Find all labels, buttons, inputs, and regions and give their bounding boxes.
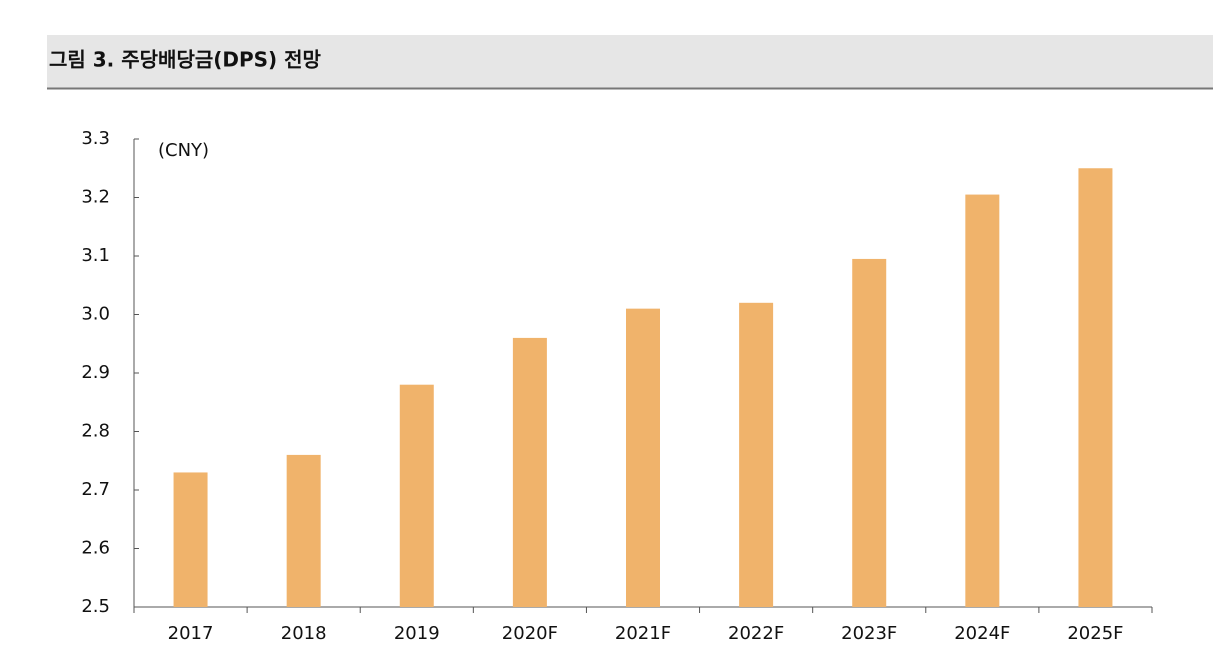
header-band <box>47 35 1213 88</box>
chart-title: 그림 3. 주당배당금(DPS) 전망 <box>49 48 322 72</box>
x-tick-label: 2025F <box>1067 623 1123 644</box>
y-tick-label: 2.8 <box>81 421 110 442</box>
y-tick-label: 3.2 <box>81 187 110 208</box>
bar <box>512 337 547 607</box>
y-tick-label: 2.6 <box>81 538 110 559</box>
x-tick-label: 2021F <box>615 623 671 644</box>
bar <box>739 302 774 607</box>
y-tick-label: 2.7 <box>81 479 110 500</box>
unit-label: (CNY) <box>158 140 209 161</box>
bar <box>399 384 434 607</box>
x-tick-label: 2018 <box>281 623 327 644</box>
y-tick-label: 2.9 <box>81 362 110 383</box>
x-tick-label: 2020F <box>502 623 558 644</box>
bar <box>852 258 887 607</box>
y-tick-label: 3.3 <box>81 128 110 149</box>
x-tick-label: 2022F <box>728 623 784 644</box>
bar <box>173 472 208 607</box>
bar <box>1078 168 1113 607</box>
y-tick-label: 3.1 <box>81 245 110 266</box>
x-tick-label: 2017 <box>168 623 214 644</box>
bar <box>626 308 660 607</box>
bar <box>965 194 1000 607</box>
y-tick-label: 3.0 <box>81 304 110 325</box>
x-tick-label: 2023F <box>841 623 897 644</box>
y-tick-label: 2.5 <box>81 596 110 617</box>
bar <box>286 454 321 607</box>
x-tick-label: 2024F <box>954 623 1010 644</box>
x-tick-label: 2019 <box>394 623 440 644</box>
